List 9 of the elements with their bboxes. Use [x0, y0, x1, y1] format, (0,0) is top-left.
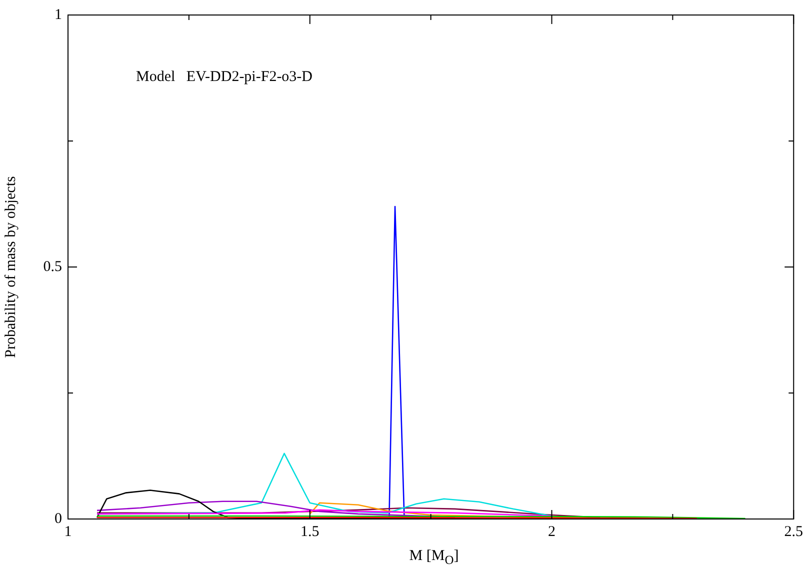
x-axis-title: M [M$_{O}$]: [408, 548, 460, 568]
x-tick-label: 1.5: [300, 524, 320, 540]
y-axis-title: Probability of mass by objects: [2, 176, 19, 358]
annotation: Model EV-DD2-pi-F2-o3-D: [136, 68, 313, 85]
y-tick-label: 1: [54, 6, 62, 23]
y-tick-label: 0: [54, 510, 62, 527]
x-tick-label: 2: [548, 524, 556, 540]
x-tick-label: 2.5: [784, 524, 803, 540]
y-tick-label: 0.5: [43, 258, 62, 275]
